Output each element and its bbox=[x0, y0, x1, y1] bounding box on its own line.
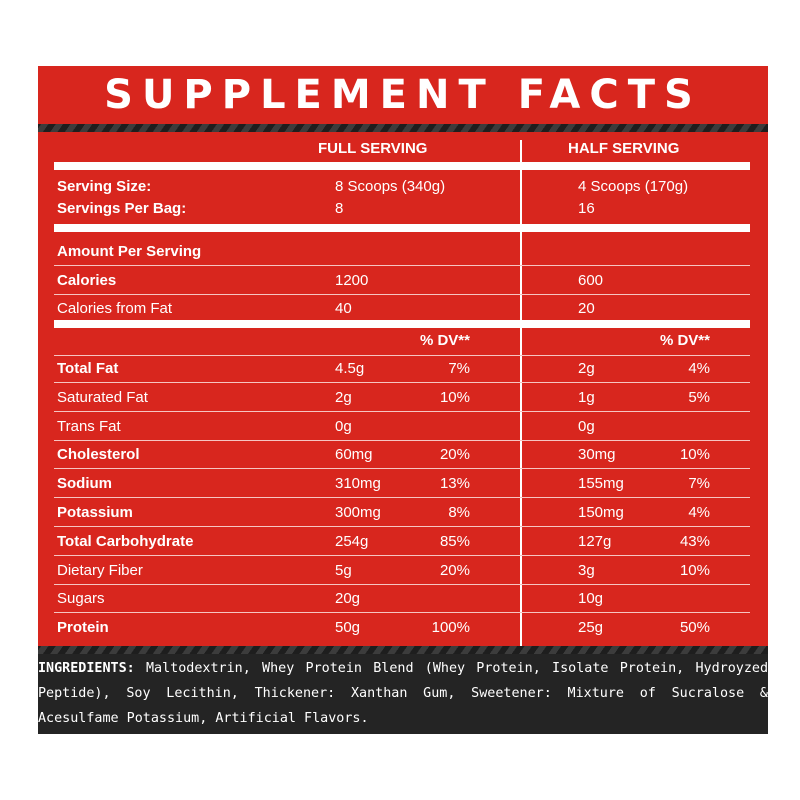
supplement-facts-panel: SUPPLEMENT FACTS FULL SERVING HALF SERVI… bbox=[38, 66, 768, 734]
bottom-stripe bbox=[38, 646, 768, 654]
nutrient-name: Total Fat bbox=[57, 360, 119, 377]
nutrient-half-dv: 50% bbox=[679, 619, 710, 636]
nutrient-full-amount: 4.5g bbox=[335, 360, 365, 377]
nutrient-full-amount: 300mg bbox=[335, 504, 381, 521]
calories-from-fat-label: Calories from Fat bbox=[57, 300, 173, 317]
row-divider bbox=[54, 382, 750, 383]
nutrient-name: Sodium bbox=[57, 475, 112, 492]
servings-per-bag-half: 16 bbox=[578, 200, 595, 217]
nutrient-half-dv: 10% bbox=[679, 562, 710, 579]
serving-size-half: 4 Scoops (170g) bbox=[578, 178, 689, 195]
nutrient-half-amount: 3g bbox=[578, 562, 595, 579]
nutrient-full-dv: 85% bbox=[439, 533, 470, 550]
nutrient-half-amount: 25g bbox=[578, 619, 604, 636]
nutrient-full-amount: 20g bbox=[335, 590, 361, 607]
nutrient-half-amount: 2g bbox=[578, 360, 595, 377]
full-serving-header: FULL SERVING bbox=[318, 140, 428, 157]
divider-bar bbox=[54, 162, 750, 170]
row-divider bbox=[54, 555, 750, 556]
row-divider bbox=[54, 294, 750, 295]
nutrient-full-dv: 8% bbox=[448, 504, 470, 521]
nutrient-half-amount: 30mg bbox=[578, 446, 616, 463]
calories-label: Calories bbox=[57, 272, 117, 289]
divider-bar bbox=[54, 320, 750, 328]
nutrient-half-amount: 10g bbox=[578, 590, 604, 607]
full-dv-header: % DV** bbox=[419, 332, 470, 349]
row-divider bbox=[54, 584, 750, 585]
row-divider bbox=[54, 526, 750, 527]
nutrient-full-amount: 50g bbox=[335, 619, 361, 636]
serving-size-label: Serving Size: bbox=[57, 178, 152, 195]
nutrient-full-amount: 5g bbox=[335, 562, 352, 579]
nutrient-name: Trans Fat bbox=[57, 418, 121, 435]
row-divider bbox=[54, 265, 750, 266]
nutrient-half-amount: 150mg bbox=[578, 504, 624, 521]
amount-per-serving-label: Amount Per Serving bbox=[57, 243, 202, 260]
column-divider bbox=[520, 140, 522, 648]
nutrient-half-dv: 10% bbox=[679, 446, 710, 463]
half-serving-header: HALF SERVING bbox=[568, 140, 680, 157]
calories-from-fat-full: 40 bbox=[335, 300, 352, 317]
calories-full: 1200 bbox=[335, 272, 369, 289]
nutrient-half-dv: 4% bbox=[688, 504, 710, 521]
nutrient-full-dv: 20% bbox=[439, 446, 470, 463]
nutrient-full-amount: 2g bbox=[335, 389, 352, 406]
nutrient-name: Dietary Fiber bbox=[57, 562, 143, 579]
nutrient-half-amount: 127g bbox=[578, 533, 612, 550]
divider-bar bbox=[54, 224, 750, 232]
nutrient-name: Total Carbohydrate bbox=[57, 533, 194, 550]
nutrient-full-amount: 310mg bbox=[335, 475, 381, 492]
nutrient-full-dv: 13% bbox=[439, 475, 470, 492]
nutrient-full-amount: 254g bbox=[335, 533, 369, 550]
calories-half: 600 bbox=[578, 272, 604, 289]
nutrient-half-amount: 155mg bbox=[578, 475, 624, 492]
ingredients-list: Maltodextrin, Whey Protein Blend (Whey P… bbox=[38, 661, 768, 726]
ingredients-label: INGREDIENTS: bbox=[38, 661, 135, 676]
calories-from-fat-half: 20 bbox=[578, 300, 595, 317]
nutrient-half-dv: 5% bbox=[688, 389, 710, 406]
half-dv-header: % DV** bbox=[659, 332, 710, 349]
top-stripe bbox=[38, 124, 768, 132]
nutrient-half-amount: 1g bbox=[578, 389, 595, 406]
serving-size-full: 8 Scoops (340g) bbox=[335, 178, 446, 195]
ingredients-box: INGREDIENTS: Maltodextrin, Whey Protein … bbox=[38, 654, 768, 734]
nutrient-name: Saturated Fat bbox=[57, 389, 148, 406]
row-divider bbox=[54, 411, 750, 412]
nutrient-half-dv: 43% bbox=[679, 533, 710, 550]
servings-per-bag-full: 8 bbox=[335, 200, 344, 217]
nutrient-name: Cholesterol bbox=[57, 446, 140, 463]
nutrient-full-amount: 60mg bbox=[335, 446, 373, 463]
nutrient-full-dv: 10% bbox=[439, 389, 470, 406]
row-divider bbox=[54, 468, 750, 469]
ingredients-text: INGREDIENTS: Maltodextrin, Whey Protein … bbox=[38, 654, 768, 731]
nutrient-name: Protein bbox=[57, 619, 109, 636]
row-divider bbox=[54, 497, 750, 498]
row-divider bbox=[54, 440, 750, 441]
nutrient-half-amount: 0g bbox=[578, 418, 595, 435]
row-divider bbox=[54, 355, 750, 356]
nutrient-half-dv: 7% bbox=[688, 475, 710, 492]
row-divider bbox=[54, 612, 750, 613]
nutrient-full-dv: 100% bbox=[431, 619, 470, 636]
servings-per-bag-label: Servings Per Bag: bbox=[57, 200, 187, 217]
nutrient-name: Sugars bbox=[57, 590, 105, 607]
panel-title: SUPPLEMENT FACTS bbox=[104, 72, 702, 118]
nutrient-name: Potassium bbox=[57, 504, 133, 521]
nutrient-full-dv: 20% bbox=[439, 562, 470, 579]
nutrient-half-dv: 4% bbox=[688, 360, 710, 377]
nutrient-full-amount: 0g bbox=[335, 418, 352, 435]
nutrient-full-dv: 7% bbox=[448, 360, 470, 377]
